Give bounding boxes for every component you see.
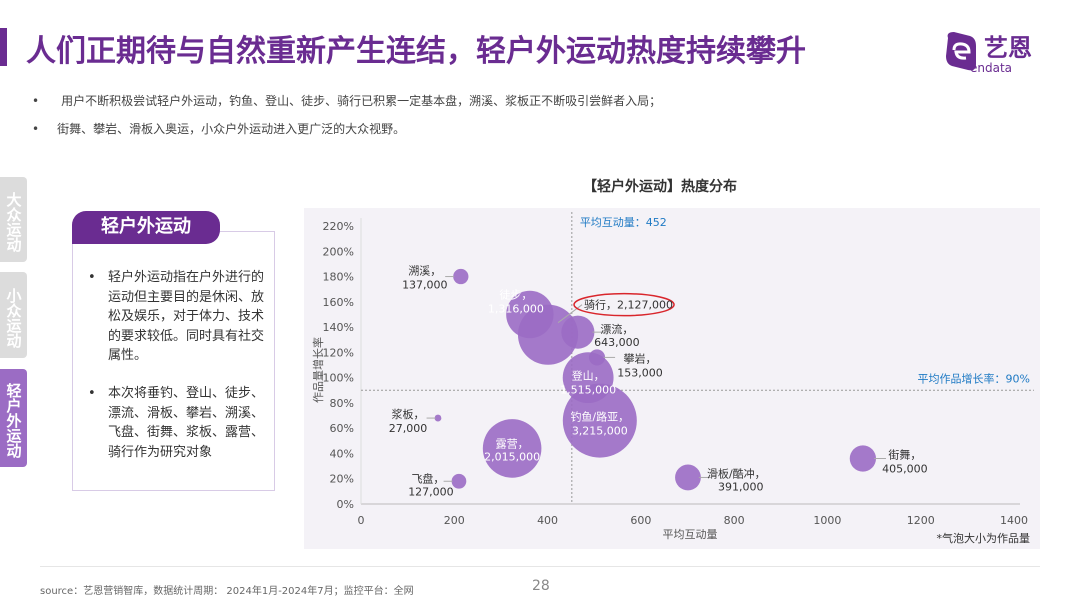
- source-note: source：艺恩营销智库，数据统计周期： 2024年1月-2024年7月；监控…: [40, 586, 414, 597]
- bubble-size-label: 391,000: [718, 480, 764, 493]
- bubble-size-label: 137,000: [402, 279, 448, 292]
- bubble-size-label: 127,000: [408, 485, 454, 498]
- bubble: [562, 383, 637, 458]
- bubble-size-label: 643,000: [594, 336, 640, 349]
- bubble-name: 飞盘，: [411, 471, 444, 485]
- card-paragraph-2: • 本次将垂钓、登山、徒步、漂流、滑板、攀岩、溯溪、飞盘、街舞、浆板、露营、骑行作…: [88, 384, 268, 462]
- bullet-dot: •: [88, 270, 96, 285]
- bubble-name: 滑板/酷冲，: [707, 466, 766, 480]
- x-tick-label: 200: [444, 514, 465, 527]
- y-tick-label: 0%: [337, 498, 354, 511]
- bullet-1: • 用户不断积极尝试轻户外运动，钓鱼、登山、徒步、骑行已积累一定基本盘，溯溪、浆板…: [32, 92, 661, 109]
- y-tick-label: 100%: [323, 372, 354, 385]
- tab-mass-sports[interactable]: 大众运动: [0, 177, 27, 262]
- page-number: 28: [532, 578, 550, 594]
- bubble-size-label: 2,015,000: [484, 450, 540, 463]
- card-title: 轻户外运动: [72, 211, 220, 244]
- bubble: [675, 464, 701, 491]
- tab-label: 轻户外运动: [4, 383, 23, 458]
- bubble-size-label: 1,515,000: [560, 384, 616, 397]
- tab-label: 小众运动: [4, 287, 23, 348]
- bubble-name: 露营，: [496, 436, 529, 450]
- page-title: 人们正期待与自然重新产生连结，轻户外运动热度持续攀升: [26, 34, 806, 69]
- y-tick-label: 200%: [323, 245, 354, 258]
- bubble-size-label: 405,000: [882, 463, 928, 476]
- x-tick-label: 400: [537, 514, 558, 527]
- x-tick-label: 1200: [907, 514, 935, 527]
- bubble-name: 登山，: [572, 369, 605, 383]
- bubble: [451, 473, 467, 489]
- footer-divider: [40, 566, 1040, 567]
- x-tick-label: 800: [724, 514, 745, 527]
- bubble-name: 钓鱼/路亚，: [570, 410, 629, 424]
- bubble-name: 漂流，: [600, 322, 633, 336]
- logo-text: 艺恩: [984, 34, 1032, 62]
- leader-line: [557, 304, 583, 324]
- chart-title: 【轻户外运动】热度分布: [583, 179, 737, 195]
- x-tick-label: 600: [630, 514, 651, 527]
- card-text: 轻户外运动指在户外进行的运动但主要目的是休闲、放松及娱乐，对于体力、技术的要求较…: [108, 270, 265, 363]
- bullet-text: 街舞、攀岩、滑板入奥运，小众户外运动进入更广泛的大众视野。: [57, 122, 406, 136]
- bubble-size-label: 27,000: [389, 422, 428, 435]
- bubble-size-note: *气泡大小为作品量: [937, 531, 1031, 545]
- logo-subtext: endata: [970, 61, 1012, 75]
- bubble-size-label: 3,215,000: [572, 425, 628, 438]
- bubble-name: 浆板，: [391, 407, 424, 421]
- bullet-dot: •: [32, 122, 40, 136]
- x-axis-label: 平均互动量: [663, 528, 718, 541]
- y-axis-label: 作品量增长率: [311, 337, 325, 403]
- y-tick-label: 40%: [330, 447, 354, 460]
- y-tick-label: 220%: [323, 220, 354, 233]
- endata-logo: 艺恩 endata: [942, 26, 1052, 76]
- tab-light-outdoor[interactable]: 轻户外运动: [0, 369, 27, 467]
- bubble-size-label: 153,000: [617, 366, 663, 379]
- x-tick-label: 1000: [813, 514, 841, 527]
- bullet-text: 用户不断积极尝试轻户外运动，钓鱼、登山、徒步、骑行已积累一定基本盘，溯溪、浆板正…: [61, 94, 662, 108]
- bullet-2: • 街舞、攀岩、滑板入奥运，小众户外运动进入更广泛的大众视野。: [32, 120, 405, 137]
- highlight-ellipse: [573, 292, 675, 317]
- bubble-name: 攀岩，: [624, 351, 657, 365]
- tab-label: 大众运动: [4, 192, 23, 252]
- bubble: [434, 414, 442, 422]
- bubble-name: 徒步，: [499, 287, 532, 301]
- avg-interaction-label: 平均互动量：452: [580, 216, 667, 229]
- y-tick-label: 180%: [323, 271, 354, 284]
- tab-niche-sports[interactable]: 小众运动: [0, 272, 27, 358]
- title-accent-bar: [0, 28, 7, 66]
- bubble: [561, 315, 595, 349]
- y-tick-label: 80%: [330, 397, 354, 410]
- x-tick-label: 0: [358, 514, 365, 527]
- bubble: [453, 268, 469, 285]
- bullet-dot: •: [32, 94, 40, 108]
- y-tick-label: 160%: [323, 296, 354, 309]
- card-paragraph-1: • 轻户外运动指在户外进行的运动但主要目的是休闲、放松及娱乐，对于体力、技术的要求…: [88, 268, 268, 366]
- chart-panel: [304, 208, 1040, 549]
- bubble-label: 骑行，2,127,000: [584, 299, 673, 312]
- y-tick-label: 20%: [330, 473, 354, 486]
- definition-card: [72, 231, 275, 491]
- card-text: 本次将垂钓、登山、徒步、漂流、滑板、攀岩、溯溪、飞盘、街舞、浆板、露营、骑行作为…: [108, 386, 265, 460]
- bubble: [482, 419, 542, 478]
- bubble: [506, 290, 554, 339]
- bubble-name: 街舞，: [888, 448, 921, 462]
- bubble-name: 溯溪，: [408, 265, 441, 278]
- y-tick-label: 140%: [323, 321, 354, 334]
- bubble: [562, 352, 614, 404]
- bullet-dot: •: [88, 386, 96, 401]
- bubble: [849, 445, 877, 472]
- bubble-size-label: 1,316,000: [488, 302, 544, 315]
- x-tick-label: 1400: [1000, 514, 1028, 527]
- y-tick-label: 120%: [323, 346, 354, 359]
- avg-growth-label: 平均作品增长率：90%: [918, 371, 1030, 385]
- y-tick-label: 60%: [330, 422, 354, 435]
